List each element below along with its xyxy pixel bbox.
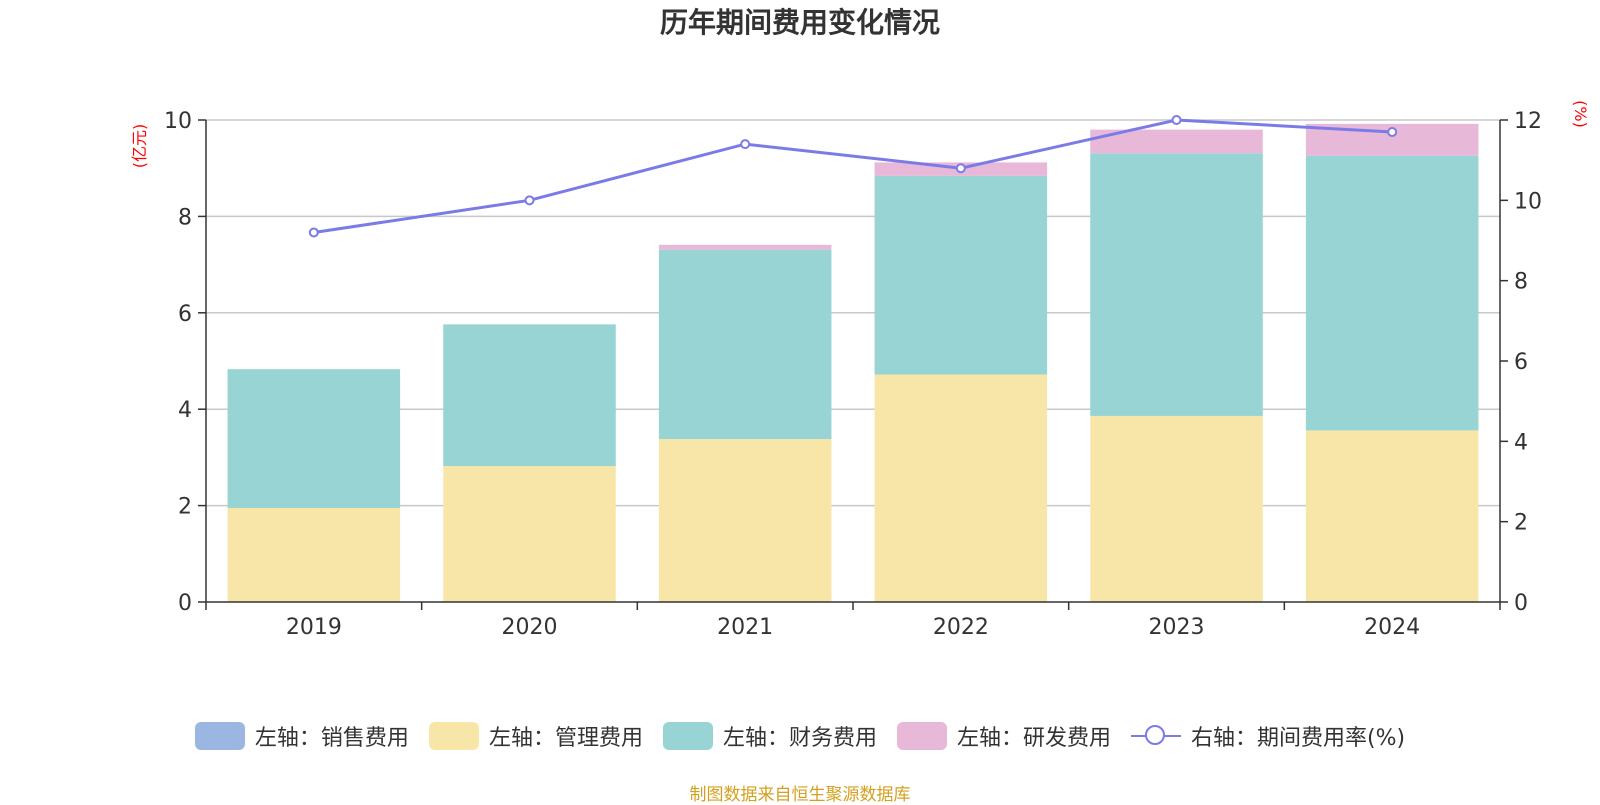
rate-point-2023	[1171, 115, 1182, 125]
bar-finance-2021	[658, 249, 832, 440]
right-axis-tick-label: 4	[1514, 430, 1528, 455]
legend-label-sales: 左轴：销售费用	[254, 726, 409, 751]
legend-label-admin: 左轴：管理费用	[488, 726, 643, 751]
bars	[227, 123, 1479, 602]
legend-label-rd: 左轴：研发费用	[956, 726, 1111, 751]
left-axis-tick-label: 2	[178, 495, 192, 520]
chart-title: 历年期间费用变化情况	[660, 6, 940, 39]
bar-admin-2023	[1090, 415, 1263, 602]
legend: 左轴：销售费用 左轴：管理费用 左轴：财务费用 左轴：研发费用 右轴：期间费用率…	[0, 719, 1600, 753]
right-axis-tick-label: 10	[1514, 189, 1542, 214]
right-axis-tick-label: 2	[1514, 511, 1528, 536]
legend-item-finance[interactable]: 左轴：财务费用	[662, 720, 877, 752]
legend-item-admin[interactable]: 左轴：管理费用	[428, 720, 643, 752]
bar-rd-2023	[1090, 129, 1263, 154]
bar-admin-2024	[1305, 430, 1479, 602]
rate-line	[313, 118, 1393, 234]
rate-point-2020	[524, 195, 535, 206]
right-axis-tick-label: 6	[1514, 350, 1528, 375]
bar-rd-2021	[658, 244, 832, 250]
right-axis-tick-label: 12	[1514, 109, 1542, 134]
right-axis-tick-label: 0	[1514, 591, 1528, 616]
legend-item-rd[interactable]: 左轴：研发费用	[896, 720, 1111, 752]
x-axis-tick-label: 2024	[1364, 615, 1420, 640]
rate-point-2022	[955, 163, 966, 174]
bar-admin-2021	[658, 439, 832, 602]
x-axis-tick-label: 2021	[717, 615, 773, 640]
bar-finance-2019	[227, 369, 401, 509]
legend-swatch-rd	[896, 722, 947, 750]
bar-admin-2022	[874, 374, 1048, 602]
rate-point-2024	[1387, 127, 1398, 138]
bar-finance-2024	[1305, 155, 1479, 431]
left-axis-tick-label: 10	[164, 109, 192, 134]
left-axis-unit-label: (亿元)	[130, 124, 149, 169]
rate-line-series	[308, 115, 1398, 238]
legend-label-rate: 右轴：期间费用率(%)	[1190, 726, 1406, 751]
x-axis-tick-label: 2023	[1149, 615, 1205, 640]
bar-finance-2023	[1090, 153, 1263, 416]
chart: 历年期间费用变化情况 0 2 4 6 8 10 0 2 4 6 8 10 12 2019 2020 2021 2…	[130, 6, 1590, 640]
rate-point-2021	[740, 139, 751, 150]
legend-swatch-finance	[662, 722, 713, 750]
bar-finance-2022	[874, 175, 1048, 375]
x-axis-tick-label: 2019	[286, 615, 342, 640]
bar-finance-2020	[443, 324, 616, 467]
x-axis-tick-label: 2022	[933, 615, 989, 640]
left-axis-tick-label: 4	[178, 398, 192, 423]
bar-admin-2020	[443, 466, 616, 602]
legend-swatch-admin	[428, 722, 479, 750]
left-axis-tick-label: 0	[178, 591, 192, 616]
legend-swatch-sales	[194, 722, 245, 750]
bar-admin-2019	[227, 508, 401, 602]
right-axis-tick-label: 8	[1514, 270, 1528, 295]
x-axis-tick-label: 2020	[502, 615, 558, 640]
data-source-note: 制图数据来自恒生聚源数据库	[689, 785, 911, 805]
axes: 0 2 4 6 8 10 0 2 4 6 8 10 12 2019 2020 2021 2022 2023 2024…	[130, 100, 1590, 640]
legend-item-rate[interactable]: 右轴：期间费用率(%)	[1130, 720, 1406, 752]
right-axis-unit-label: (%)	[1571, 100, 1590, 128]
legend-label-finance: 左轴：财务费用	[722, 726, 877, 751]
rate-point-2019	[308, 227, 319, 238]
left-axis-tick-label: 8	[178, 205, 192, 230]
left-axis-tick-label: 6	[178, 302, 192, 327]
legend-item-sales[interactable]: 左轴：销售费用	[194, 720, 409, 752]
legend-line-marker-icon	[1130, 722, 1181, 750]
